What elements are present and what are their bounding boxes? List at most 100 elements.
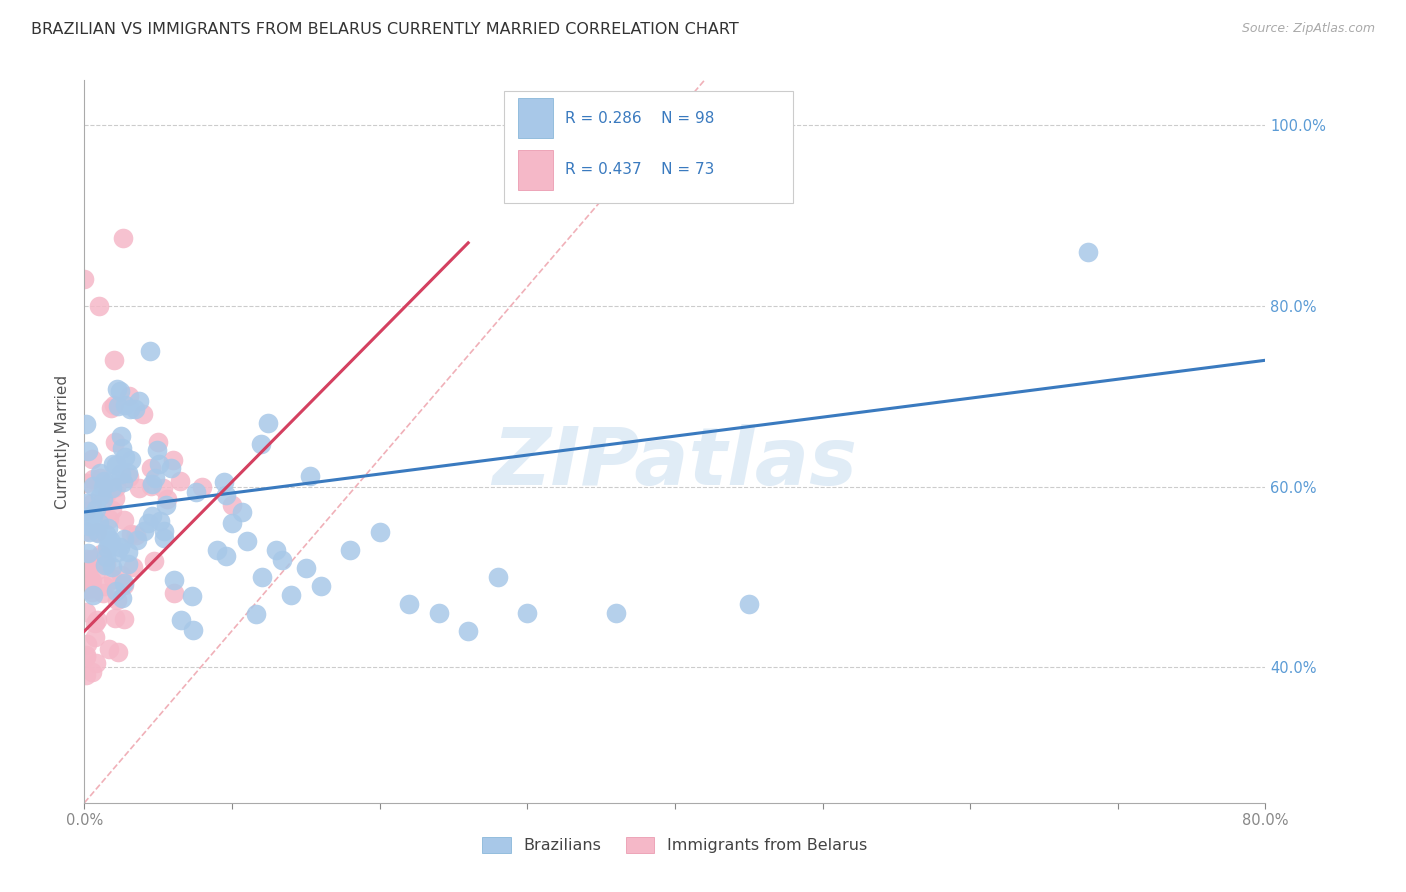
Point [309, 579, 332, 593]
Point [112, 532, 135, 546]
Point [84, 564, 107, 578]
Point [111, 475, 134, 489]
Point [80, 451, 103, 466]
Point [141, 509, 163, 524]
Point [93, 491, 115, 506]
Point [120, 453, 142, 467]
Point [257, 416, 280, 430]
Point [94, 558, 117, 572]
Point [77, 561, 100, 575]
Point [75, 650, 97, 665]
Point [1077, 244, 1099, 259]
Point [84, 656, 107, 670]
Point [245, 607, 267, 621]
Point [266, 542, 288, 557]
Point [103, 398, 125, 412]
Point [105, 545, 128, 559]
Legend: Brazilians, Immigrants from Belarus: Brazilians, Immigrants from Belarus [475, 830, 875, 860]
Y-axis label: Currently Married: Currently Married [55, 375, 70, 508]
Point [82, 581, 104, 595]
Point [73, 272, 96, 286]
Point [120, 526, 142, 541]
Point [103, 353, 125, 368]
Point [110, 442, 132, 456]
Point [156, 491, 179, 506]
Point [141, 477, 163, 491]
Point [96, 486, 118, 500]
Point [136, 516, 159, 531]
Point [298, 468, 321, 483]
Point [114, 450, 136, 464]
Point [84, 502, 107, 516]
Point [112, 578, 135, 592]
Point [107, 593, 129, 607]
Point [221, 516, 243, 530]
Point [86, 613, 108, 627]
Point [271, 552, 294, 566]
Point [108, 541, 131, 555]
Point [104, 480, 127, 494]
Point [143, 471, 166, 485]
Point [104, 435, 127, 450]
Point [118, 389, 141, 403]
Point [75, 524, 97, 538]
Point [77, 556, 100, 570]
Point [207, 542, 229, 557]
Point [100, 401, 122, 416]
Point [738, 597, 761, 611]
Point [108, 384, 131, 398]
Point [89, 466, 111, 480]
Point [91, 586, 114, 600]
Point [124, 401, 146, 416]
Point [76, 636, 98, 650]
Point [231, 505, 253, 519]
Point [98, 533, 121, 547]
Point [83, 616, 105, 631]
Point [191, 480, 214, 494]
Point [80, 584, 103, 599]
Point [114, 398, 136, 412]
Point [107, 399, 129, 413]
Point [105, 383, 128, 397]
Point [77, 443, 100, 458]
Point [339, 542, 361, 557]
Point [112, 576, 135, 591]
Point [132, 524, 155, 538]
Point [128, 394, 150, 409]
Point [148, 457, 170, 471]
Point [152, 481, 174, 495]
Point [180, 589, 202, 603]
Point [94, 557, 117, 571]
Point [104, 611, 127, 625]
Point [75, 648, 97, 663]
Point [83, 555, 105, 569]
Point [105, 458, 128, 472]
Point [110, 567, 132, 582]
Point [162, 452, 184, 467]
Point [82, 496, 104, 510]
Point [75, 667, 97, 681]
Point [100, 481, 122, 495]
Point [280, 588, 302, 602]
Point [125, 528, 148, 542]
Text: ZIPatlas: ZIPatlas [492, 425, 858, 502]
Point [215, 488, 238, 502]
Point [91, 480, 114, 494]
Point [163, 586, 186, 600]
Point [75, 582, 97, 596]
Point [127, 533, 149, 548]
Point [184, 484, 207, 499]
Point [516, 606, 538, 620]
Point [93, 475, 115, 489]
Point [111, 591, 134, 605]
Point [122, 559, 145, 574]
Point [76, 546, 98, 560]
Point [212, 475, 235, 489]
Point [142, 554, 165, 568]
Point [146, 442, 169, 457]
Point [96, 541, 118, 555]
Point [94, 579, 117, 593]
Point [250, 570, 273, 584]
Point [90, 549, 112, 564]
Point [83, 630, 105, 644]
